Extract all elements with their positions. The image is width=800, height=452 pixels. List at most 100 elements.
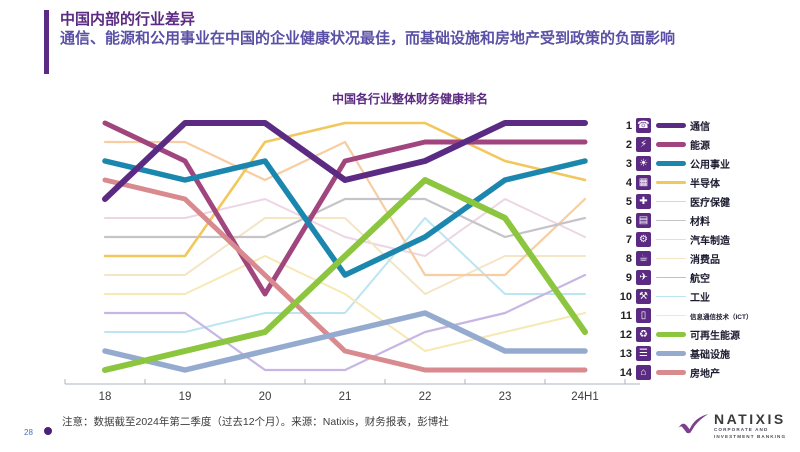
legend-rank-number: 4 xyxy=(625,176,632,189)
series-line-tablet xyxy=(104,255,586,352)
legend-label: 航空 xyxy=(690,274,710,285)
legend-rank-number: 14 xyxy=(619,366,632,379)
legend-rank-number: 2 xyxy=(625,138,632,151)
logo-tagline-2: INVESTMENT BANKING xyxy=(714,434,787,440)
chart-series-lines xyxy=(102,120,588,373)
legend-line-sample xyxy=(656,219,686,222)
chart-title: 中国各行业整体财务健康排名 xyxy=(331,92,488,106)
legend-line-sample xyxy=(656,314,686,317)
wind-turbine-icon: ♻ xyxy=(636,327,651,342)
legend-line-sample xyxy=(656,295,686,298)
x-axis xyxy=(64,379,640,385)
legend-row-wind-turbine: 12 ♻ 可再生能源 xyxy=(614,326,800,343)
legend-row-tablet: 11 ▯ 信息通信技术（ICT） xyxy=(614,307,800,324)
legend-line-sample xyxy=(656,122,686,129)
legend-row-car: 7 ⚙ 汽车制造 xyxy=(614,231,800,248)
bump-chart: 18 19 20 21 22 23 24H1 xyxy=(64,120,640,403)
series-line-airplane xyxy=(103,273,587,372)
natixis-logo: NATIXIS CORPORATE AND INVESTMENT BANKING xyxy=(676,411,787,441)
airplane-icon: ✈ xyxy=(636,270,651,285)
page-subtitle: 通信、能源和公用事业在中国的企业健康状况最佳，而基础设施和房地产受到政策的负面影… xyxy=(60,30,676,47)
oil-pump-icon: ⚡ xyxy=(636,137,651,152)
legend-row-oil-pump: 2 ⚡ 能源 xyxy=(614,136,800,153)
legend-line-sample xyxy=(656,257,686,260)
logo-brand: NATIXIS xyxy=(714,411,786,427)
buildings-icon: ⌂ xyxy=(636,365,651,380)
x-axis-label-23: 23 xyxy=(499,391,512,403)
power-utility-icon: ☀ xyxy=(636,156,651,171)
series-line-satellite-dish xyxy=(102,120,588,202)
legend-row-buildings: 14 ⌂ 房地产 xyxy=(614,364,800,381)
x-axis-label-18: 18 xyxy=(99,391,112,403)
legend-rank-number: 11 xyxy=(620,309,632,322)
legend-label: 通信 xyxy=(690,122,710,133)
page-number: 28 xyxy=(24,428,33,437)
legend-label: 汽车制造 xyxy=(690,236,730,247)
series-line-materials xyxy=(103,197,587,239)
series-line-shopper-cart xyxy=(104,217,586,295)
satellite-dish-icon: ☎ xyxy=(636,118,651,133)
legend-row-satellite-dish: 1 ☎ 通信 xyxy=(614,117,800,134)
legend-row-first-aid: 5 ✚ 医疗保健 xyxy=(614,193,800,210)
legend-rank-number: 8 xyxy=(625,252,632,265)
legend-line-sample xyxy=(656,238,686,241)
series-line-car xyxy=(104,198,586,257)
series-line-road xyxy=(102,310,588,373)
legend-rank-number: 5 xyxy=(625,195,632,208)
x-axis-labels: 18 19 20 21 22 23 24H1 xyxy=(99,391,599,403)
page-dot xyxy=(44,427,52,435)
legend-line-sample xyxy=(656,276,686,279)
natixis-logo-text: NATIXIS CORPORATE AND INVESTMENT BANKING xyxy=(714,411,787,441)
factory-icon: ⚒ xyxy=(636,289,651,304)
legend-row-factory: 10 ⚒ 工业 xyxy=(614,288,800,305)
series-line-first-aid xyxy=(103,140,587,277)
car-icon: ⚙ xyxy=(636,232,651,247)
series-line-oil-pump xyxy=(102,120,588,297)
legend-line-sample xyxy=(656,370,686,375)
shopper-cart-icon: ☕ xyxy=(636,251,651,266)
legend-label: 医疗保健 xyxy=(690,198,730,209)
legend-row-airplane: 9 ✈ 航空 xyxy=(614,269,800,286)
legend-label: 信息通信技术（ICT） xyxy=(690,313,753,321)
source-note: 注意：数据截至2024年第二季度（过去12个月）。来源：Natixis，财务报表… xyxy=(62,416,449,428)
legend-line-sample xyxy=(656,200,686,203)
legend-line-sample xyxy=(656,351,686,356)
legend-label: 半导体 xyxy=(690,179,720,190)
legend-label: 公用事业 xyxy=(690,160,730,171)
legend-rank-number: 12 xyxy=(619,328,632,341)
chip-icon: ▦ xyxy=(636,175,651,190)
legend-label: 能源 xyxy=(690,141,710,152)
legend-label: 材料 xyxy=(690,217,710,228)
legend-label: 房地产 xyxy=(690,369,720,380)
legend-label: 可再生能源 xyxy=(690,331,740,342)
legend-rank-number: 10 xyxy=(619,290,632,303)
x-axis-label-22: 22 xyxy=(419,391,432,403)
x-axis-label-20: 20 xyxy=(259,391,272,403)
natixis-swoosh-icon xyxy=(677,413,709,434)
tablet-icon: ▯ xyxy=(636,308,651,323)
legend-line-sample xyxy=(656,331,686,338)
legend-rank-number: 7 xyxy=(625,233,632,246)
legend-line-sample xyxy=(656,161,686,166)
logo-tagline-1: CORPORATE AND xyxy=(714,427,769,433)
series-line-wind-turbine xyxy=(102,177,588,373)
legend-rank-number: 6 xyxy=(625,214,632,227)
legend-row-shopper-cart: 8 ☕ 消费品 xyxy=(614,250,800,267)
legend-rank-number: 1 xyxy=(625,119,632,132)
series-line-chip xyxy=(103,121,587,258)
legend-label: 工业 xyxy=(690,293,710,304)
x-axis-label-24H1: 24H1 xyxy=(571,391,599,403)
chart-legend: 1 ☎ 通信 2 ⚡ 能源 3 ☀ 公用事业 4 ▦ 半导体 5 ✚ 医疗保健 6 ▤ 材料 7 ⚙ 汽车制造 8 ☕ 消费品… xyxy=(614,0,800,452)
x-axis-label-19: 19 xyxy=(179,391,192,403)
legend-line-sample xyxy=(656,181,686,184)
legend-label: 基础设施 xyxy=(690,350,730,361)
legend-rank-number: 13 xyxy=(619,347,632,360)
x-axis-label-21: 21 xyxy=(339,391,352,403)
road-icon: ☰ xyxy=(636,346,651,361)
legend-rank-number: 3 xyxy=(625,157,632,170)
legend-rank-number: 9 xyxy=(625,271,632,284)
legend-row-materials: 6 ▤ 材料 xyxy=(614,212,800,229)
legend-line-sample xyxy=(656,142,686,147)
series-line-factory xyxy=(104,217,586,333)
